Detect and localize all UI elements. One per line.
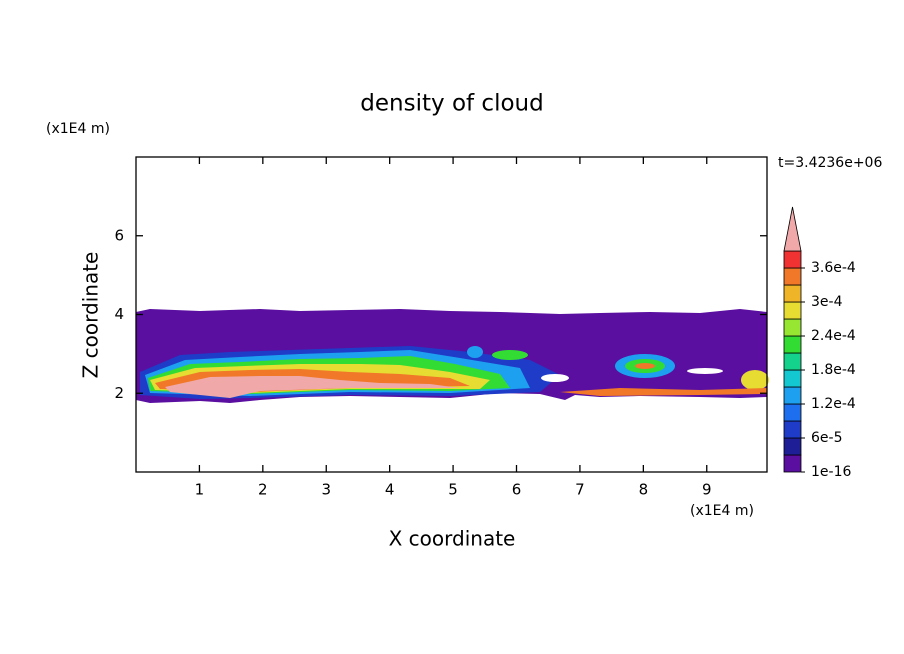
colorbar-tick-label: 3.6e-4 bbox=[811, 260, 856, 276]
x-tick-label: 8 bbox=[639, 481, 649, 499]
colorbar-tick-label: 3e-4 bbox=[811, 294, 843, 310]
x-tick-label: 1 bbox=[195, 481, 205, 499]
y-axis-label: Z coordinate bbox=[79, 252, 103, 379]
x-tick-label: 6 bbox=[512, 481, 522, 499]
x-tick-label: 5 bbox=[448, 481, 458, 499]
colorbar-band bbox=[783, 369, 802, 388]
colorbar-tick-label: 6e-5 bbox=[811, 430, 842, 446]
contour-field bbox=[136, 309, 769, 403]
field-region bbox=[687, 368, 723, 374]
colorbar-tick-label: 1.2e-4 bbox=[811, 396, 856, 412]
colorbar-band bbox=[783, 386, 802, 405]
colorbar-band bbox=[783, 284, 802, 303]
x-tick-label: 4 bbox=[385, 481, 395, 499]
time-label: t=3.4236e+06 bbox=[778, 155, 882, 171]
colorbar-band bbox=[783, 437, 802, 456]
field-region bbox=[541, 374, 569, 382]
field-region bbox=[741, 370, 769, 390]
field-region bbox=[467, 346, 483, 358]
field-region bbox=[492, 350, 528, 360]
colorbar-band bbox=[783, 454, 802, 473]
x-tick-label: 9 bbox=[702, 481, 712, 499]
colorbar-tick-label: 1e-16 bbox=[811, 464, 851, 480]
y-tick-label: 2 bbox=[114, 384, 124, 402]
colorbar-band bbox=[783, 318, 802, 337]
x-tick-label: 2 bbox=[258, 481, 268, 499]
y-unit: (x1E4 m) bbox=[46, 121, 110, 137]
colorbar-tick-label: 2.4e-4 bbox=[811, 328, 856, 344]
colorbar-band bbox=[783, 301, 802, 320]
field-region bbox=[165, 376, 460, 398]
x-axis-label: X coordinate bbox=[389, 527, 516, 551]
x-tick-label: 3 bbox=[321, 481, 331, 499]
colorbar-tick-label: 1.8e-4 bbox=[811, 362, 856, 378]
colorbar-band bbox=[783, 403, 802, 422]
field-region bbox=[635, 363, 655, 369]
x-tick-label: 7 bbox=[575, 481, 585, 499]
y-tick-label: 4 bbox=[114, 305, 124, 323]
chart-title: density of cloud bbox=[360, 91, 543, 117]
colorbar-band bbox=[783, 267, 802, 286]
colorbar-band bbox=[783, 352, 802, 371]
field-region bbox=[560, 388, 767, 396]
colorbar-band bbox=[783, 420, 802, 439]
colorbar-band bbox=[783, 250, 802, 269]
y-tick-label: 6 bbox=[114, 226, 124, 244]
x-unit: (x1E4 m) bbox=[690, 503, 754, 519]
colorbar-extension bbox=[783, 206, 802, 252]
colorbar-band bbox=[783, 335, 802, 354]
